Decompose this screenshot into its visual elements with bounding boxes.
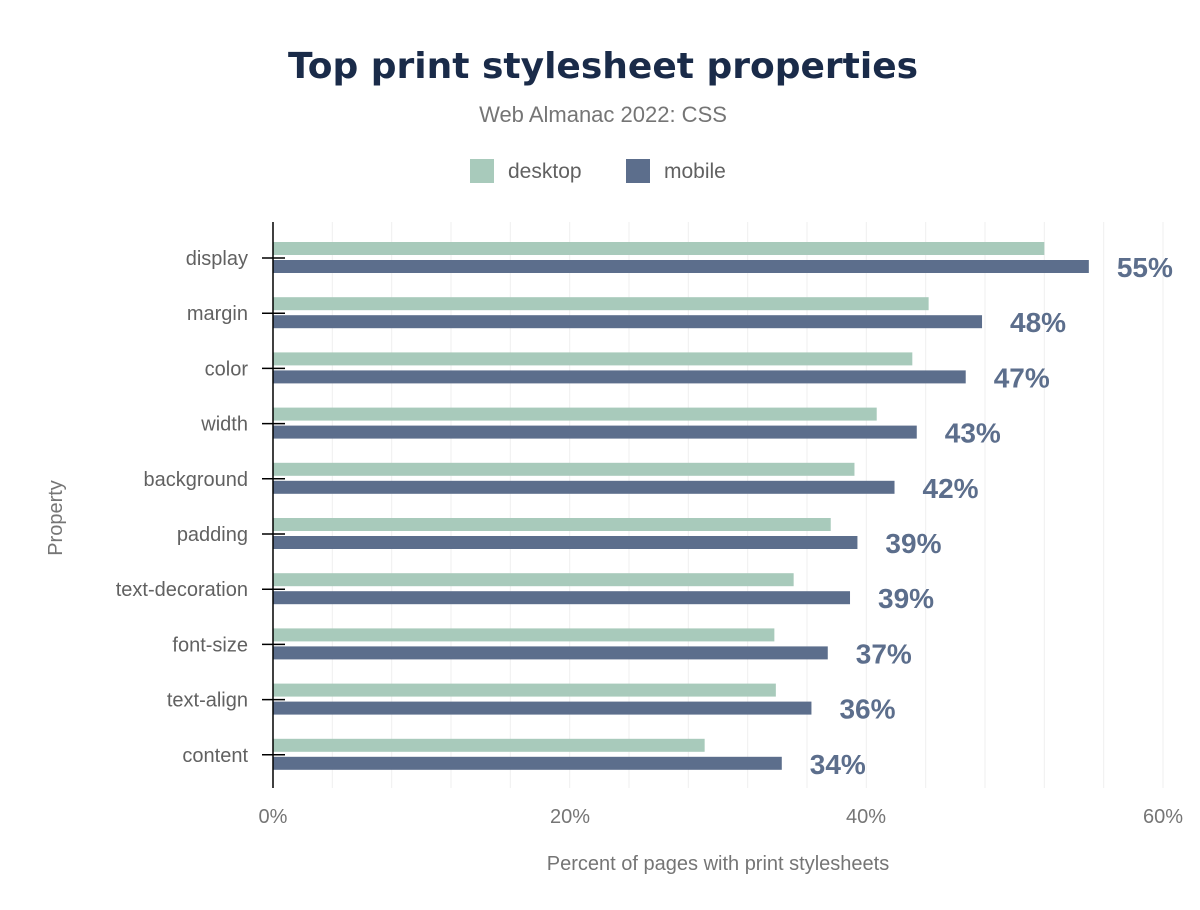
bar-group-margin: margin 48% <box>187 297 1066 338</box>
bar-group-background: background 42% <box>143 462 979 504</box>
bar-mobile <box>273 425 917 439</box>
category-label: color <box>205 358 249 380</box>
data-label: 36% <box>839 694 895 725</box>
bar-mobile <box>273 756 782 770</box>
data-label: 37% <box>856 638 912 669</box>
x-tick-60: 60% <box>1143 806 1183 828</box>
category-label: content <box>182 745 248 767</box>
bar-group-content: content 34% <box>182 738 866 780</box>
bar-desktop <box>273 738 705 752</box>
data-label: 55% <box>1117 252 1173 283</box>
legend-label-desktop: desktop <box>508 160 582 183</box>
chart-title: Top print stylesheet properties <box>288 46 918 87</box>
category-label: font-size <box>172 634 248 656</box>
data-label: 48% <box>1010 307 1066 338</box>
chart-subtitle: Web Almanac 2022: CSS <box>479 102 727 127</box>
data-label: 39% <box>885 528 941 559</box>
bar-mobile <box>273 370 966 384</box>
data-label: 43% <box>945 418 1001 449</box>
bar-mobile <box>273 260 1089 273</box>
x-axis-title: Percent of pages with print stylesheets <box>547 853 889 875</box>
bar-group-text-align: text-align 36% <box>167 683 896 725</box>
bar-group-text-decoration: text-decoration 39% <box>116 573 934 614</box>
legend-swatch-mobile <box>626 159 650 183</box>
bar-desktop <box>273 573 794 587</box>
x-tick-0: 0% <box>259 806 288 828</box>
data-label: 39% <box>878 583 934 614</box>
category-label: padding <box>177 524 248 546</box>
bar-group-width: width 43% <box>200 407 1001 449</box>
bar-desktop <box>273 352 913 366</box>
bar-desktop <box>273 518 831 531</box>
legend-label-mobile: mobile <box>664 160 726 183</box>
bar-desktop <box>273 683 776 697</box>
legend-swatch-desktop <box>470 159 494 183</box>
data-label: 42% <box>923 473 979 504</box>
y-axis-title: Property <box>45 480 67 556</box>
bar-desktop <box>273 628 775 642</box>
bar-desktop <box>273 462 855 476</box>
bar-mobile <box>273 315 983 329</box>
bar-group-color: color 47% <box>205 352 1050 393</box>
bar-mobile <box>273 591 851 605</box>
x-tick-20: 20% <box>550 806 590 828</box>
data-label: 34% <box>810 749 866 780</box>
bar-mobile <box>273 646 828 660</box>
bar-desktop <box>273 407 877 421</box>
bar-group-font-size: font-size 37% <box>172 628 912 669</box>
x-tick-40: 40% <box>846 806 886 828</box>
category-label: text-align <box>167 690 248 712</box>
bar-desktop <box>273 297 929 311</box>
bar-desktop <box>273 242 1045 255</box>
bar-mobile <box>273 480 895 494</box>
category-label: display <box>186 248 248 270</box>
bar-mobile <box>273 536 858 549</box>
bar-group-display: display 55% <box>186 242 1173 283</box>
bar-mobile <box>273 701 812 715</box>
category-label: width <box>200 414 248 436</box>
category-label: margin <box>187 303 248 325</box>
legend: desktop mobile <box>470 159 726 183</box>
category-label: text-decoration <box>116 579 248 601</box>
bar-group-padding: padding 39% <box>177 518 942 559</box>
data-label: 47% <box>994 362 1050 393</box>
category-label: background <box>143 469 248 491</box>
